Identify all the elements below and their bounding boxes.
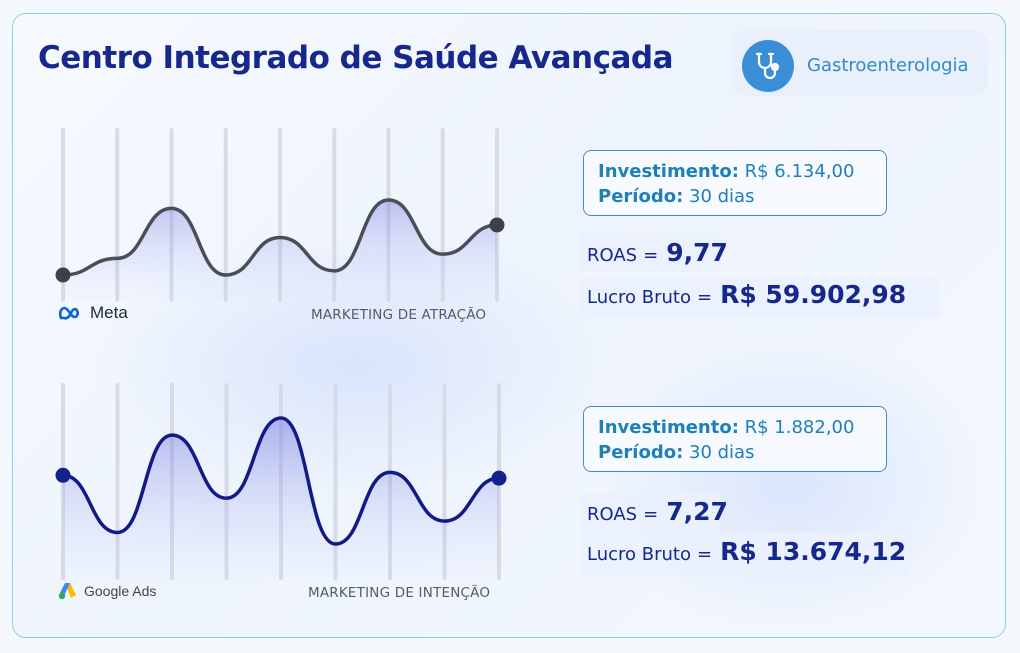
meta-investment-box: Investimento: R$ 6.134,00 Período: 30 di…: [583, 150, 887, 216]
roas-key: ROAS: [587, 504, 638, 525]
lucro-value: R$ 59.902,98: [720, 280, 907, 309]
lucro-value: R$ 13.674,12: [720, 537, 907, 566]
google-ads-chart: [55, 383, 507, 580]
gads-lucro: Lucro Bruto = R$ 13.674,12: [587, 537, 906, 566]
meta-logo-icon: [58, 306, 79, 320]
meta-endpoint: [55, 267, 71, 283]
stethoscope-icon: [742, 40, 794, 92]
meta-investment-row: Investimento: R$ 6.134,00: [598, 159, 886, 184]
page-title: Centro Integrado de Saúde Avançada: [38, 40, 673, 76]
roas-key: ROAS: [587, 245, 638, 266]
google-ads-brand-label: Google Ads: [84, 583, 157, 599]
gads-period-row: Período: 30 dias: [598, 440, 886, 465]
meta-endpoint: [489, 217, 505, 233]
meta-period-row: Período: 30 dias: [598, 184, 886, 209]
meta-brand: Meta: [58, 303, 128, 323]
gads-investment-row: Investimento: R$ 1.882,00: [598, 415, 886, 440]
lucro-eq: =: [696, 544, 713, 565]
period-key: Período:: [598, 442, 684, 463]
specialty-label: Gastroenterologia: [807, 55, 969, 76]
period-key: Período:: [598, 186, 684, 207]
gads-section-label: MARKETING DE INTENÇÃO: [308, 585, 491, 601]
roas-eq: =: [643, 245, 659, 266]
lucro-key: Lucro Bruto: [587, 544, 691, 565]
roas-eq: =: [643, 504, 659, 525]
gads-endpoint: [491, 470, 507, 486]
investment-key: Investimento:: [598, 417, 739, 438]
investment-value: R$ 1.882,00: [744, 417, 855, 438]
meta-series-line: [61, 198, 499, 277]
lucro-eq: =: [696, 287, 713, 308]
roas-value: 9,77: [666, 238, 728, 267]
gads-endpoint: [55, 467, 71, 483]
roas-value: 7,27: [666, 497, 728, 526]
lucro-key: Lucro Bruto: [587, 287, 691, 308]
meta-section-label: MARKETING DE ATRAÇÃO: [311, 307, 487, 323]
google-ads-brand: Google Ads: [58, 582, 156, 600]
google-ads-logo-icon: [58, 583, 76, 600]
gads-series-line: [61, 416, 501, 546]
gads-roas: ROAS = 7,27: [587, 497, 728, 526]
gads-investment-box: Investimento: R$ 1.882,00 Período: 30 di…: [583, 406, 887, 472]
period-value: 30 dias: [689, 186, 755, 207]
period-value: 30 dias: [689, 442, 755, 463]
meta-brand-label: Meta: [90, 303, 128, 322]
meta-area: [63, 200, 497, 300]
investment-value: R$ 6.134,00: [744, 161, 855, 182]
meta-lucro: Lucro Bruto = R$ 59.902,98: [587, 280, 906, 309]
meta-roas: ROAS = 9,77: [587, 238, 728, 267]
gads-area: [63, 418, 499, 578]
meta-chart: [55, 128, 505, 302]
investment-key: Investimento:: [598, 161, 739, 182]
